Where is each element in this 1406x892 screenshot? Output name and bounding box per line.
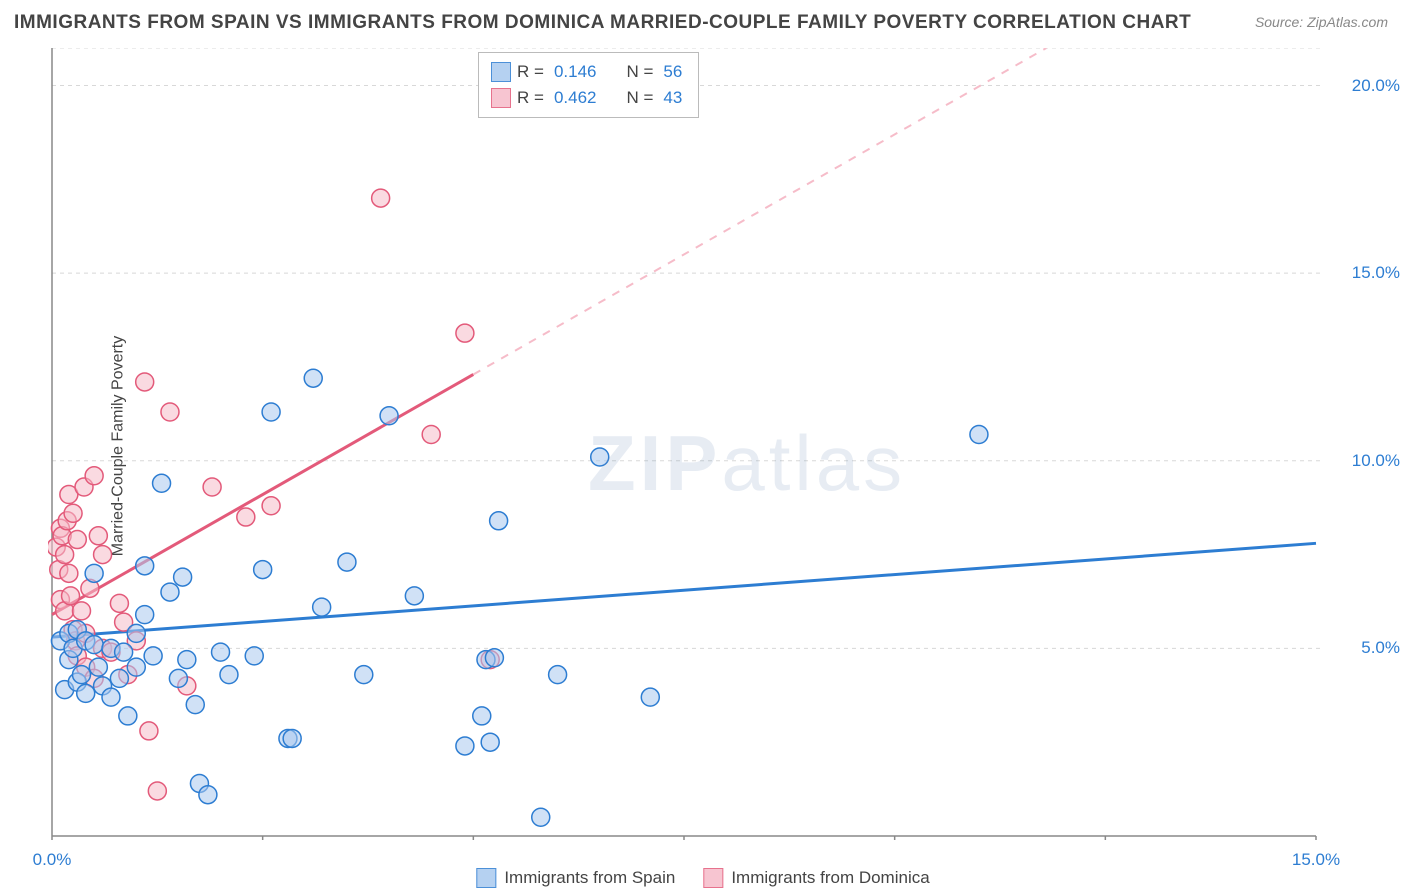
x-tick-label: 15.0% — [1292, 850, 1340, 870]
y-tick-label: 5.0% — [1361, 638, 1400, 658]
r-label: R = — [517, 85, 544, 111]
source-label: Source: ZipAtlas.com — [1255, 14, 1388, 30]
n-label: N = — [626, 85, 653, 111]
r-value-spain: 0.146 — [550, 59, 601, 85]
x-tick-label: 0.0% — [33, 850, 72, 870]
bottom-legend: Immigrants from Spain Immigrants from Do… — [476, 868, 929, 888]
swatch-spain — [491, 62, 511, 82]
swatch-spain — [476, 868, 496, 888]
scatter-chart-svg — [48, 48, 1328, 840]
y-tick-label: 15.0% — [1352, 263, 1400, 283]
y-tick-label: 10.0% — [1352, 451, 1400, 471]
y-tick-label: 20.0% — [1352, 76, 1400, 96]
r-label: R = — [517, 59, 544, 85]
legend-label-spain: Immigrants from Spain — [504, 868, 675, 888]
chart-area: ZIPatlas R = 0.146 N = 56 R = 0.462 N = … — [48, 48, 1328, 840]
n-value-dominica: 43 — [659, 85, 686, 111]
swatch-dominica — [703, 868, 723, 888]
stats-row-spain: R = 0.146 N = 56 — [491, 59, 686, 85]
swatch-dominica — [491, 88, 511, 108]
legend-label-dominica: Immigrants from Dominica — [731, 868, 929, 888]
n-value-spain: 56 — [659, 59, 686, 85]
legend-item-spain: Immigrants from Spain — [476, 868, 675, 888]
chart-title: IMMIGRANTS FROM SPAIN VS IMMIGRANTS FROM… — [14, 12, 1191, 34]
n-label: N = — [626, 59, 653, 85]
stats-row-dominica: R = 0.462 N = 43 — [491, 85, 686, 111]
r-value-dominica: 0.462 — [550, 85, 601, 111]
stats-legend-box: R = 0.146 N = 56 R = 0.462 N = 43 — [478, 52, 699, 118]
legend-item-dominica: Immigrants from Dominica — [703, 868, 929, 888]
